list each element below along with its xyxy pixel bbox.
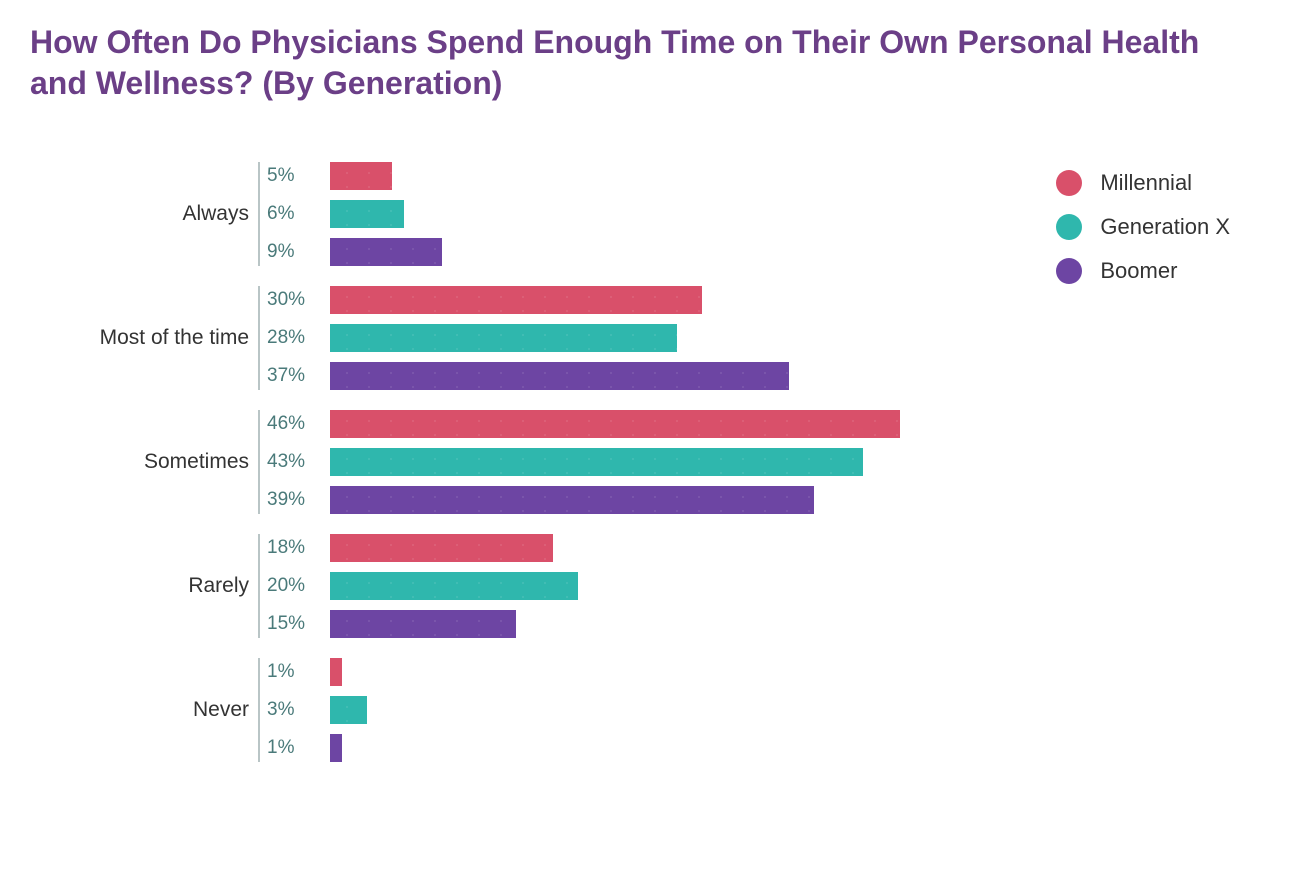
bar-row: 9%	[330, 236, 950, 268]
bar	[330, 324, 677, 352]
bars-container: 1% 3% 1%	[330, 656, 950, 764]
category-group: Rarely 18% 20% 15%	[0, 532, 1290, 640]
bar-row: 20%	[330, 570, 950, 602]
bar	[330, 696, 367, 724]
bar	[330, 734, 342, 762]
legend-label: Millennial	[1100, 170, 1192, 196]
bar	[330, 410, 900, 438]
value-label: 5%	[267, 165, 322, 187]
bar	[330, 534, 553, 562]
category-group: Never 1% 3% 1%	[0, 656, 1290, 764]
bar-row: 46%	[330, 408, 950, 440]
bars-container: 5% 6% 9%	[330, 160, 950, 268]
axis-tick	[258, 534, 260, 638]
legend-item: Generation X	[1056, 214, 1230, 240]
value-label: 3%	[267, 699, 322, 721]
bar	[330, 486, 814, 514]
legend-item: Boomer	[1056, 258, 1230, 284]
legend-item: Millennial	[1056, 170, 1230, 196]
category-group: Sometimes 46% 43% 39%	[0, 408, 1290, 516]
legend: Millennial Generation X Boomer	[1056, 170, 1230, 302]
bar	[330, 658, 342, 686]
value-label: 46%	[267, 413, 322, 435]
bar-row: 5%	[330, 160, 950, 192]
value-label: 30%	[267, 289, 322, 311]
bar	[330, 610, 516, 638]
axis-tick	[258, 658, 260, 762]
bar	[330, 162, 392, 190]
axis-tick	[258, 286, 260, 390]
bar	[330, 448, 863, 476]
bars-container: 30% 28% 37%	[330, 284, 950, 392]
value-label: 1%	[267, 737, 322, 759]
value-label: 9%	[267, 241, 322, 263]
axis-tick	[258, 410, 260, 514]
bar	[330, 238, 442, 266]
bars-container: 46% 43% 39%	[330, 408, 950, 516]
value-label: 1%	[267, 661, 322, 683]
bar	[330, 572, 578, 600]
value-label: 43%	[267, 451, 322, 473]
value-label: 28%	[267, 327, 322, 349]
legend-swatch	[1056, 258, 1082, 284]
legend-label: Generation X	[1100, 214, 1230, 240]
bar-row: 30%	[330, 284, 950, 316]
category-label: Rarely	[188, 574, 255, 598]
category-label: Never	[193, 698, 255, 722]
category-label: Always	[182, 202, 255, 226]
bar-row: 43%	[330, 446, 950, 478]
category-label: Most of the time	[100, 326, 255, 350]
legend-swatch	[1056, 214, 1082, 240]
legend-label: Boomer	[1100, 258, 1177, 284]
value-label: 15%	[267, 613, 322, 635]
bar-row: 6%	[330, 198, 950, 230]
bar-row: 18%	[330, 532, 950, 564]
bar	[330, 362, 789, 390]
bar-row: 37%	[330, 360, 950, 392]
bar-row: 3%	[330, 694, 950, 726]
axis-tick	[258, 162, 260, 266]
value-label: 37%	[267, 365, 322, 387]
bar-row: 39%	[330, 484, 950, 516]
value-label: 18%	[267, 537, 322, 559]
category-label: Sometimes	[144, 450, 255, 474]
legend-swatch	[1056, 170, 1082, 196]
value-label: 39%	[267, 489, 322, 511]
bar-row: 28%	[330, 322, 950, 354]
bar-row: 1%	[330, 656, 950, 688]
value-label: 6%	[267, 203, 322, 225]
bar	[330, 286, 702, 314]
bars-container: 18% 20% 15%	[330, 532, 950, 640]
bar-row: 1%	[330, 732, 950, 764]
value-label: 20%	[267, 575, 322, 597]
bar	[330, 200, 404, 228]
bar-row: 15%	[330, 608, 950, 640]
chart-title: How Often Do Physicians Spend Enough Tim…	[30, 22, 1260, 104]
